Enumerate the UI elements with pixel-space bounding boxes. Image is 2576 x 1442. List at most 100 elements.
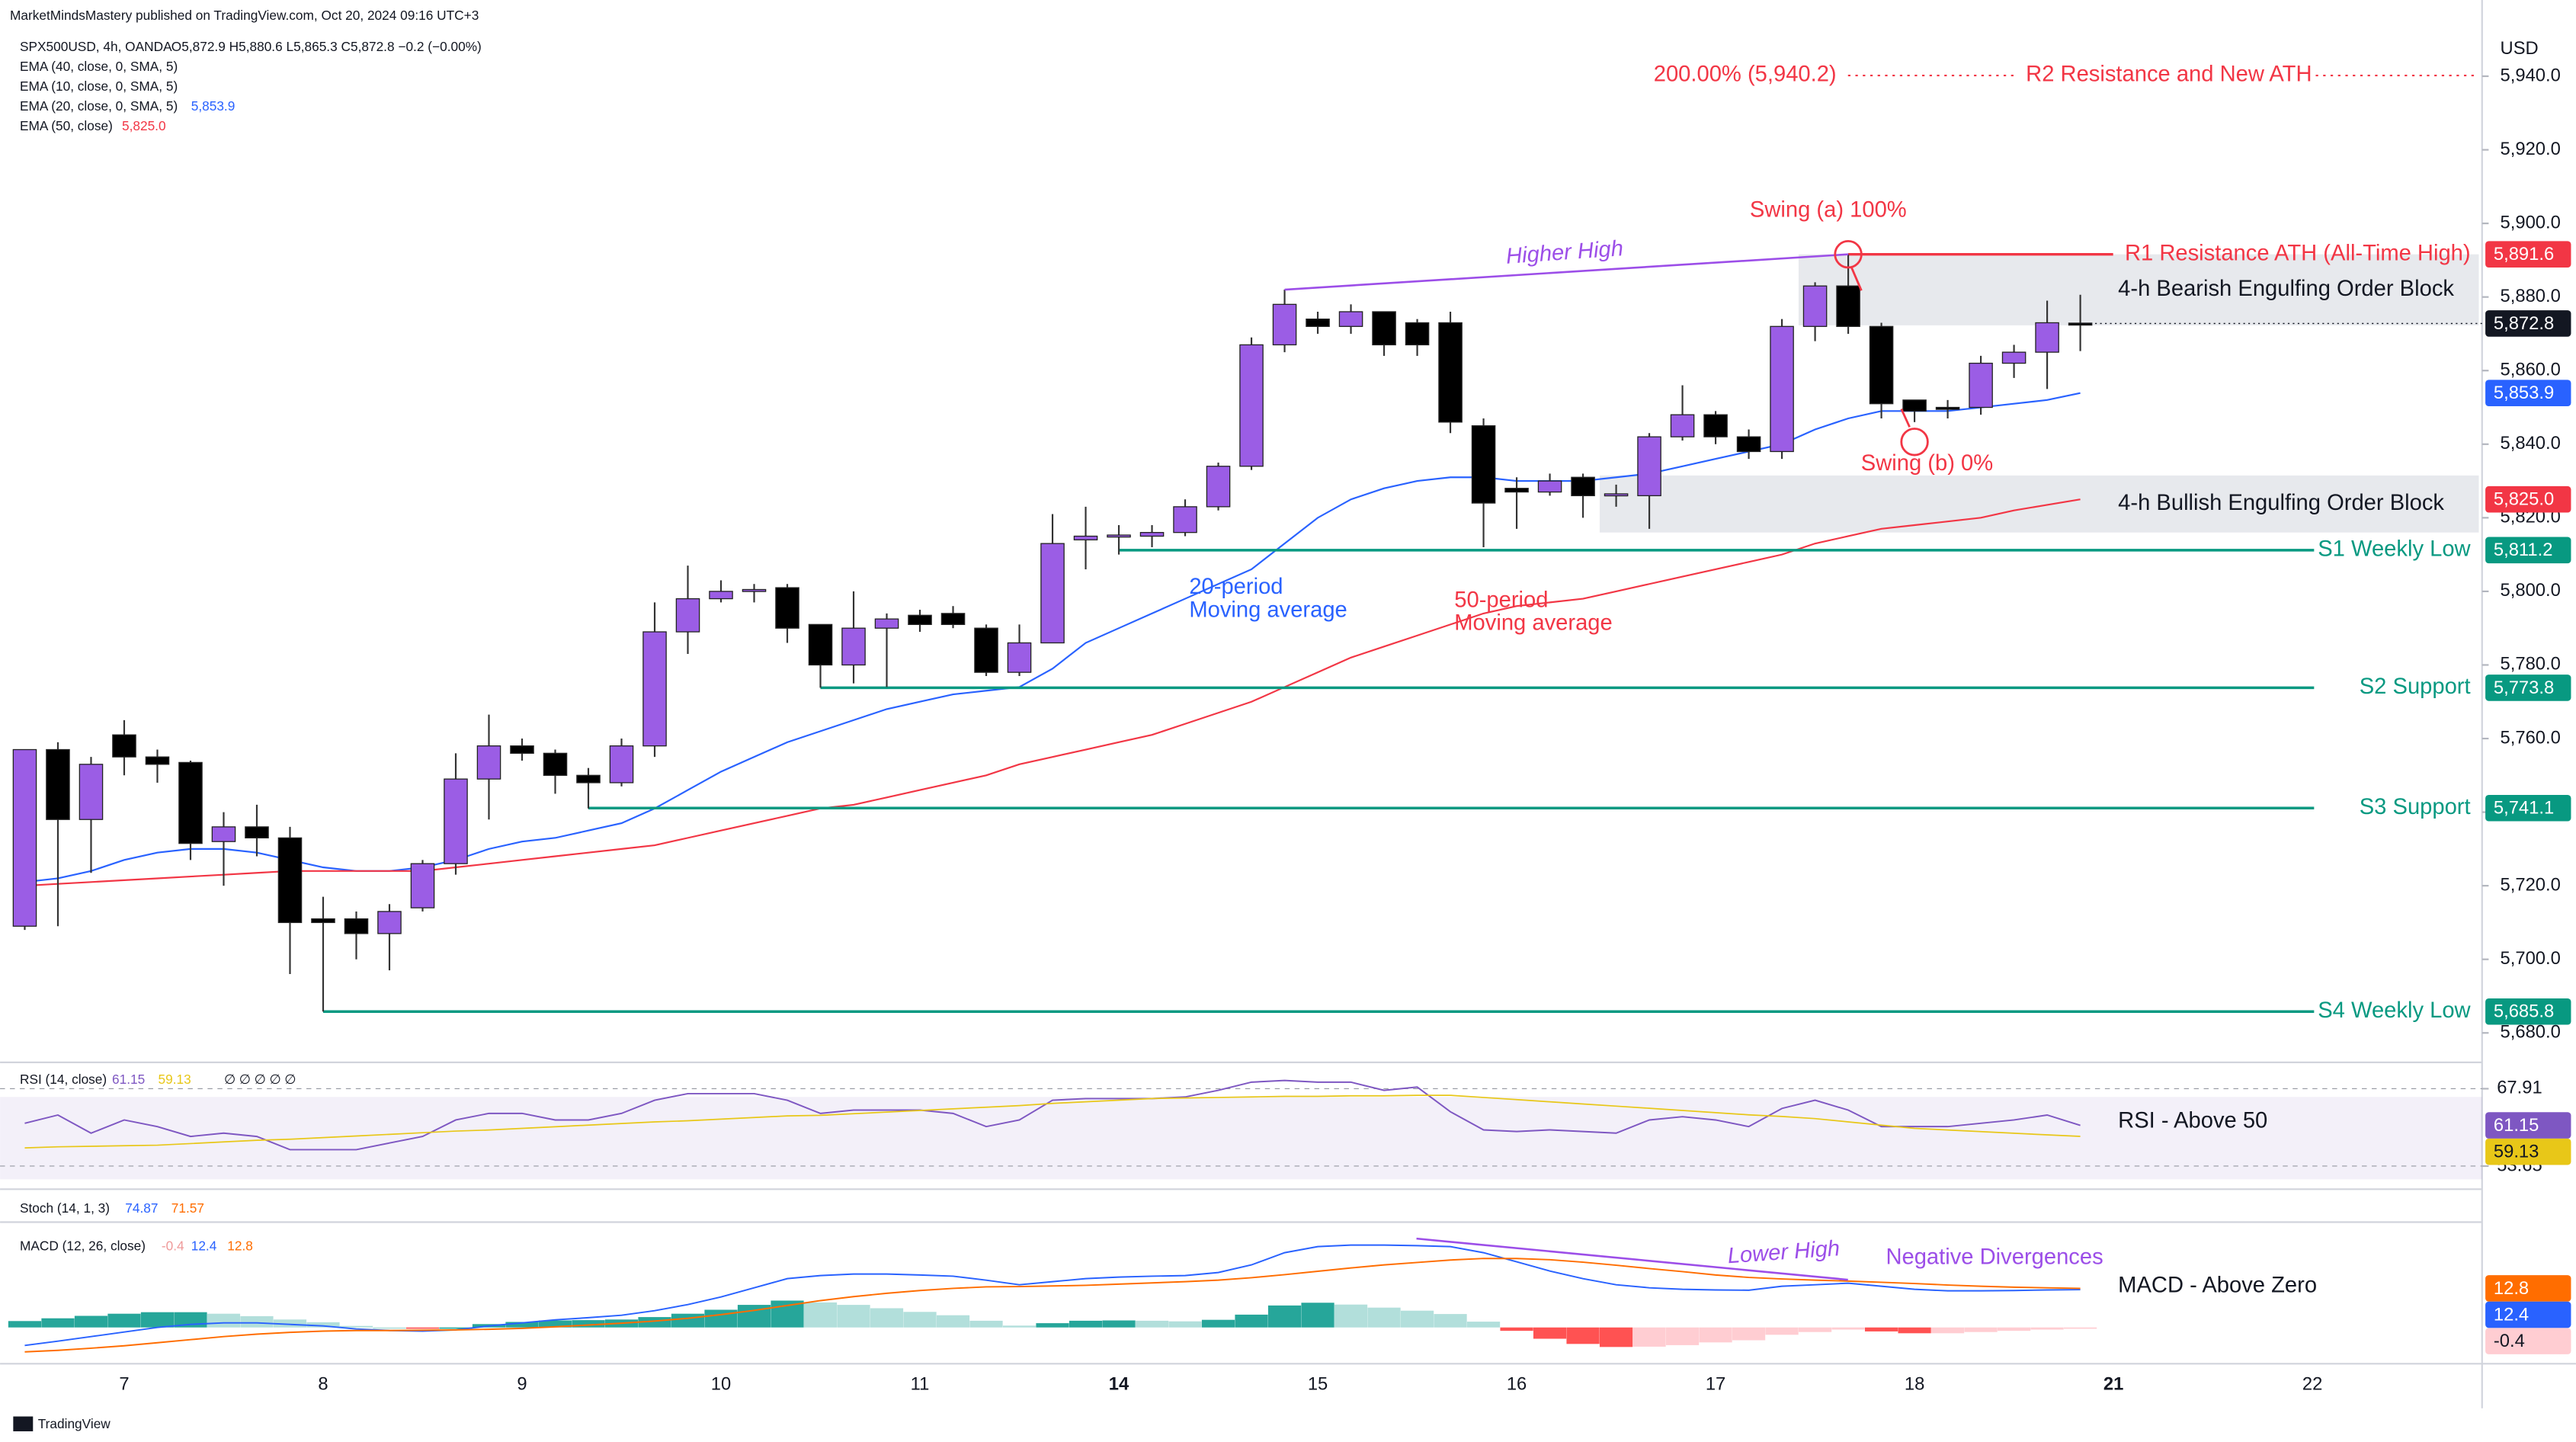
- indicator-legend: EMA (50, close): [20, 118, 113, 133]
- candle-body: [940, 613, 966, 626]
- histogram-bar: [572, 1320, 605, 1328]
- legend-value: 12.4: [191, 1238, 217, 1253]
- pane-title: MACD (12, 26, close): [20, 1238, 146, 1253]
- macd-badge-bg: [2485, 1275, 2571, 1302]
- legend-value: 71.57: [171, 1200, 204, 1216]
- candle-body: [1770, 325, 1794, 453]
- candle-body: [2035, 322, 2059, 353]
- level-badge-bg: [2485, 794, 2571, 822]
- candle-body: [476, 745, 501, 780]
- swing-marker: [1900, 428, 1929, 457]
- y-tick-label: 5,720.0: [2501, 874, 2561, 895]
- y-tick-label: 5,840.0: [2501, 433, 2561, 453]
- annotation: RSI - Above 50: [2118, 1108, 2267, 1133]
- candle-body: [444, 778, 468, 864]
- level-badge-bg: [2485, 675, 2571, 701]
- last-price-badge-bg: [2485, 310, 2571, 337]
- ema-line: [24, 498, 2081, 887]
- candle-body: [675, 598, 700, 633]
- candle-body: [1670, 414, 1695, 437]
- annotation: MACD - Above Zero: [2118, 1273, 2317, 1297]
- histogram-bar: [41, 1318, 75, 1328]
- annotation: Swing (b) 0%: [1861, 451, 1993, 476]
- level-badge-bg: [2485, 241, 2571, 268]
- candle-body: [1206, 466, 1231, 508]
- histogram-bar: [207, 1313, 241, 1328]
- x-tick-label: 15: [1308, 1374, 1328, 1395]
- y-tick-label: 5,800.0: [2501, 580, 2561, 601]
- candle-body: [377, 911, 402, 934]
- candle-body: [245, 826, 269, 839]
- candle-body: [609, 745, 634, 783]
- candle-body: [311, 918, 335, 924]
- x-tick-label: 18: [1905, 1374, 1924, 1395]
- x-tick-label: 22: [2302, 1374, 2322, 1395]
- candle-body: [1902, 399, 1927, 412]
- histogram-bar: [1367, 1307, 1401, 1328]
- histogram-bar: [1699, 1327, 1732, 1343]
- legend-value: 74.87: [125, 1200, 158, 1216]
- candle-body: [1471, 425, 1496, 504]
- y-tick-label: 5,680.0: [2501, 1022, 2561, 1043]
- candle-body: [1637, 436, 1661, 497]
- macd-badge: 12.8: [2494, 1278, 2529, 1299]
- histogram-bar: [1798, 1327, 1832, 1332]
- ema-badge-bg: [2485, 380, 2571, 406]
- histogram-bar: [1434, 1314, 1467, 1328]
- macd-badge-bg: [2485, 1301, 2571, 1328]
- x-tick-label: 17: [1706, 1374, 1725, 1395]
- histogram-bar: [1102, 1320, 1136, 1328]
- candle-body: [112, 734, 136, 758]
- target-value-label: 200.00% (5,940.2): [1654, 62, 1837, 87]
- histogram-bar: [1898, 1327, 1931, 1334]
- candle-body: [344, 918, 369, 934]
- candle-body: [1703, 414, 1728, 437]
- candle-body: [1836, 285, 1860, 327]
- candle-body: [2001, 351, 2027, 364]
- y-tick-label: 5,880.0: [2501, 286, 2561, 306]
- histogram-bar: [2063, 1327, 2097, 1329]
- candle-body: [642, 631, 667, 747]
- candle-body: [1338, 311, 1363, 327]
- candle-body: [145, 756, 170, 765]
- histogram-bar: [240, 1315, 274, 1328]
- macd-badge: -0.4: [2494, 1331, 2525, 1351]
- histogram-bar: [1599, 1327, 1633, 1347]
- order-block-label: 4-h Bearish Engulfing Order Block: [2118, 277, 2454, 301]
- x-tick-label: 10: [711, 1374, 731, 1395]
- candle-body: [1040, 543, 1065, 644]
- histogram-bar: [837, 1305, 870, 1328]
- axis-unit: USD: [2501, 38, 2539, 59]
- histogram-bar: [1400, 1310, 1434, 1328]
- histogram-bar: [1500, 1327, 1533, 1331]
- indicator-legend: EMA (20, close, 0, SMA, 5): [20, 98, 178, 114]
- candle-body: [1935, 406, 1960, 410]
- candle-body: [277, 837, 303, 924]
- candle-body: [1372, 311, 1396, 346]
- histogram-bar: [671, 1313, 705, 1328]
- candle-body: [1405, 322, 1430, 346]
- histogram-bar: [1466, 1322, 1501, 1328]
- candle-body: [1007, 642, 1032, 673]
- indicator-value: 5,853.9: [191, 98, 235, 114]
- histogram-bar: [1533, 1327, 1567, 1339]
- y-tick-label: 5,940.0: [2501, 65, 2561, 85]
- rsi-line: [24, 1094, 2081, 1149]
- histogram-bar: [1964, 1327, 1998, 1332]
- y-tick-label: 67.91: [2497, 1078, 2542, 1098]
- legend-value: 59.13: [159, 1072, 191, 1087]
- candle-body: [841, 627, 866, 666]
- x-tick-label: 21: [2103, 1374, 2123, 1395]
- histogram-bar: [1632, 1327, 1666, 1347]
- symbol: SPX500USD, 4h, OANDA: [20, 39, 172, 54]
- candle-body: [1438, 322, 1463, 423]
- indicator-value: 5,825.0: [122, 118, 166, 133]
- histogram-bar: [1036, 1323, 1069, 1328]
- candle-body: [908, 614, 932, 626]
- candle-body: [12, 748, 37, 927]
- rsi-badge: 61.15: [2494, 1115, 2539, 1136]
- histogram-bar: [1831, 1327, 1865, 1330]
- histogram-bar: [1235, 1314, 1268, 1328]
- histogram-bar: [803, 1302, 838, 1328]
